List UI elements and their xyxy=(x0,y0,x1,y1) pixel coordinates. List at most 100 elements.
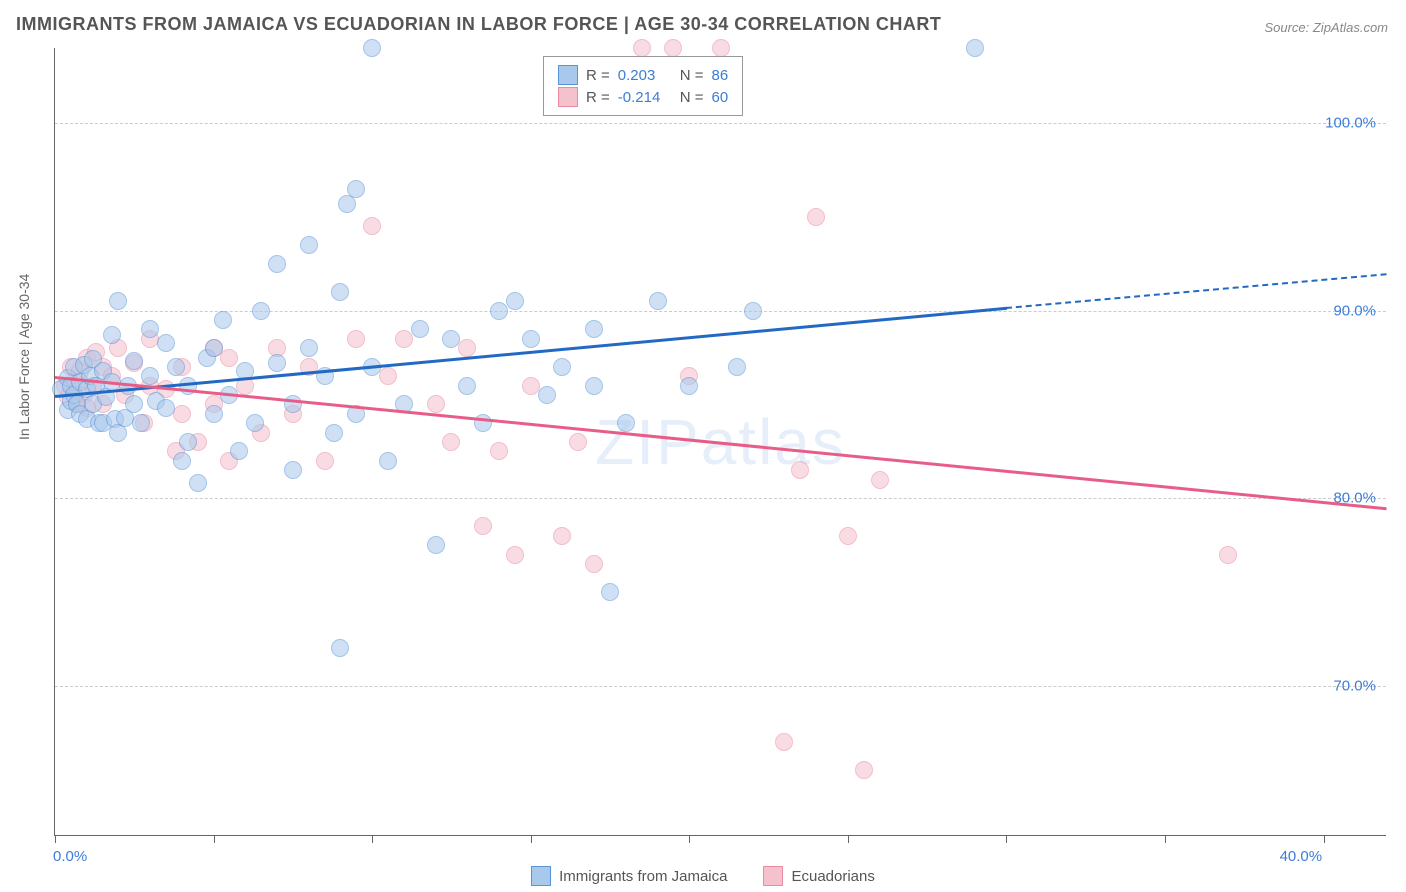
x-tick xyxy=(689,835,690,843)
data-point-jamaica xyxy=(141,320,159,338)
watermark-bold: ZIP xyxy=(595,406,701,478)
gridline-h xyxy=(55,498,1386,499)
data-point-jamaica xyxy=(363,39,381,57)
data-point-ecuadorian xyxy=(712,39,730,57)
legend-item-ecuadorian: Ecuadorians xyxy=(763,866,874,886)
data-point-jamaica xyxy=(427,536,445,554)
legend-row-ecuadorian: R =-0.214N =60 xyxy=(558,87,728,107)
trend-line xyxy=(55,376,1387,510)
y-tick-label: 100.0% xyxy=(1325,115,1376,132)
x-tick-label-last: 40.0% xyxy=(1280,848,1323,865)
data-point-jamaica xyxy=(300,339,318,357)
gridline-h xyxy=(55,686,1386,687)
data-point-jamaica xyxy=(141,367,159,385)
data-point-jamaica xyxy=(103,326,121,344)
trend-line xyxy=(1006,273,1387,309)
data-point-jamaica xyxy=(230,442,248,460)
legend-inset: R =0.203N =86R =-0.214N =60 xyxy=(543,56,743,116)
legend-N-value-jamaica: 86 xyxy=(712,67,729,84)
data-point-jamaica xyxy=(284,461,302,479)
source-label: Source: ZipAtlas.com xyxy=(1264,20,1388,35)
data-point-jamaica xyxy=(522,330,540,348)
data-point-ecuadorian xyxy=(316,452,334,470)
legend-R-value-jamaica: 0.203 xyxy=(618,67,672,84)
data-point-jamaica xyxy=(268,255,286,273)
legend-row-jamaica: R =0.203N =86 xyxy=(558,65,728,85)
data-point-ecuadorian xyxy=(855,761,873,779)
bottom-legend: Immigrants from Jamaica Ecuadorians xyxy=(0,866,1406,886)
data-point-ecuadorian xyxy=(664,39,682,57)
y-axis-label: In Labor Force | Age 30-34 xyxy=(16,274,32,440)
legend-R-label: R = xyxy=(586,89,610,106)
data-point-jamaica xyxy=(411,320,429,338)
x-tick xyxy=(1324,835,1325,843)
legend-N-label: N = xyxy=(680,67,704,84)
data-point-jamaica xyxy=(649,292,667,310)
data-point-jamaica xyxy=(132,414,150,432)
data-point-jamaica xyxy=(379,452,397,470)
data-point-jamaica xyxy=(601,583,619,601)
data-point-jamaica xyxy=(300,236,318,254)
data-point-jamaica xyxy=(214,311,232,329)
data-point-ecuadorian xyxy=(1219,546,1237,564)
chart-title: IMMIGRANTS FROM JAMAICA VS ECUADORIAN IN… xyxy=(16,14,941,35)
data-point-jamaica xyxy=(179,433,197,451)
data-point-jamaica xyxy=(331,283,349,301)
data-point-ecuadorian xyxy=(395,330,413,348)
data-point-ecuadorian xyxy=(585,555,603,573)
x-tick xyxy=(1006,835,1007,843)
legend-swatch-jamaica xyxy=(558,65,578,85)
data-point-jamaica xyxy=(585,377,603,395)
chart-container: IMMIGRANTS FROM JAMAICA VS ECUADORIAN IN… xyxy=(0,0,1406,892)
data-point-ecuadorian xyxy=(379,367,397,385)
data-point-jamaica xyxy=(109,292,127,310)
legend-label-ecuadorian: Ecuadorians xyxy=(791,868,874,885)
legend-R-value-ecuadorian: -0.214 xyxy=(618,89,672,106)
data-point-jamaica xyxy=(347,180,365,198)
data-point-ecuadorian xyxy=(173,405,191,423)
data-point-jamaica xyxy=(157,399,175,417)
data-point-ecuadorian xyxy=(474,517,492,535)
data-point-jamaica xyxy=(680,377,698,395)
legend-item-jamaica: Immigrants from Jamaica xyxy=(531,866,727,886)
x-tick xyxy=(372,835,373,843)
x-tick xyxy=(1165,835,1166,843)
data-point-ecuadorian xyxy=(490,442,508,460)
data-point-jamaica xyxy=(728,358,746,376)
data-point-jamaica xyxy=(490,302,508,320)
legend-N-value-ecuadorian: 60 xyxy=(712,89,729,106)
data-point-ecuadorian xyxy=(633,39,651,57)
x-tick xyxy=(848,835,849,843)
data-point-ecuadorian xyxy=(791,461,809,479)
data-point-ecuadorian xyxy=(506,546,524,564)
legend-swatch-ecuadorian xyxy=(558,87,578,107)
x-tick xyxy=(55,835,56,843)
gridline-h xyxy=(55,123,1386,124)
x-tick-label-first: 0.0% xyxy=(53,848,87,865)
data-point-ecuadorian xyxy=(220,349,238,367)
data-point-ecuadorian xyxy=(363,217,381,235)
data-point-ecuadorian xyxy=(442,433,460,451)
data-point-jamaica xyxy=(506,292,524,310)
data-point-jamaica xyxy=(325,424,343,442)
data-point-jamaica xyxy=(246,414,264,432)
data-point-jamaica xyxy=(553,358,571,376)
data-point-jamaica xyxy=(744,302,762,320)
legend-swatch-ecuadorian xyxy=(763,866,783,886)
data-point-ecuadorian xyxy=(775,733,793,751)
x-tick xyxy=(214,835,215,843)
data-point-jamaica xyxy=(189,474,207,492)
data-point-jamaica xyxy=(442,330,460,348)
legend-swatch-jamaica xyxy=(531,866,551,886)
data-point-jamaica xyxy=(331,639,349,657)
legend-label-jamaica: Immigrants from Jamaica xyxy=(559,868,727,885)
data-point-jamaica xyxy=(167,358,185,376)
data-point-jamaica xyxy=(125,352,143,370)
data-point-ecuadorian xyxy=(839,527,857,545)
data-point-jamaica xyxy=(617,414,635,432)
data-point-jamaica xyxy=(268,354,286,372)
y-tick-label: 70.0% xyxy=(1333,677,1376,694)
data-point-ecuadorian xyxy=(569,433,587,451)
data-point-ecuadorian xyxy=(553,527,571,545)
data-point-jamaica xyxy=(538,386,556,404)
